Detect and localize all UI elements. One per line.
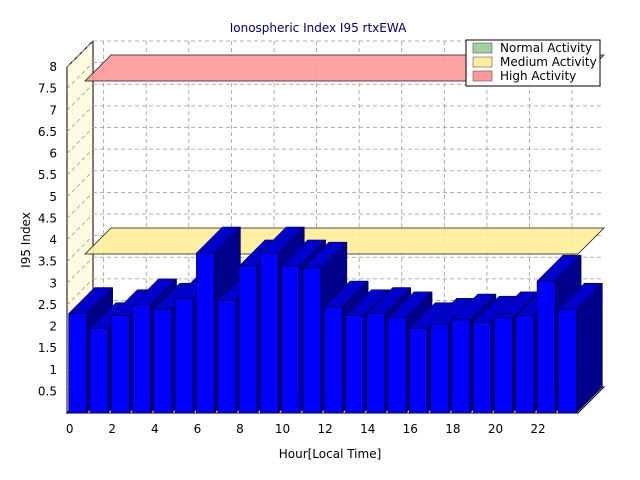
y-tick-13: 7 [49,103,57,117]
bar-front-1 [89,328,109,414]
y-tick-2: 1.5 [38,341,57,355]
y-tick-6: 3.5 [38,255,57,269]
x-axis-label: Hour[Local Time] [279,447,382,461]
bar-23 [557,282,604,414]
bar-front-9 [259,252,279,414]
legend: Normal Activity Medium Activity High Act… [465,39,601,87]
x-tick-3: 6 [194,422,202,436]
y-tick-8: 4.5 [38,211,57,225]
x-tick-6: 12 [318,422,333,436]
x-tick-4: 8 [236,422,244,436]
bar-front-3 [132,304,151,414]
grid-side-8 [66,192,94,219]
x-tick-1: 2 [108,422,116,436]
y-tick-4: 2.5 [38,298,57,312]
bar-front-23 [558,308,577,414]
grid-side-7 [66,213,94,241]
y-tick-10: 5.5 [38,168,57,182]
x-tick-9: 18 [445,422,460,436]
legend-swatch-high [472,70,493,82]
grid-side-4 [66,278,94,306]
bar-front-7 [217,300,236,414]
bar-front-12 [323,306,343,414]
grid-side-11 [66,127,94,154]
grid-side-5 [66,256,94,284]
x-tick-0: 0 [66,422,74,436]
grid-side-9 [66,170,94,198]
grid-side-6 [66,235,94,262]
bar-front-10 [281,265,300,414]
bar-front-6 [196,252,215,414]
y-tick-5: 3 [49,276,57,290]
y-tick-15: 8 [49,60,57,74]
chart-title: Ionospheric Index I95 rtxEWA [230,21,407,35]
legend-swatch-normal [472,42,493,54]
bar-front-2 [110,315,130,414]
bar-front-0 [68,313,87,414]
y-tick-1: 1 [49,363,57,377]
y-tick-9: 5 [49,190,57,204]
bar-front-11 [302,267,322,414]
x-axis-ticks: 0 2 4 6 8 10 12 14 16 18 20 22 [66,422,546,436]
grid-side-12 [66,105,94,133]
grid-side-13 [66,83,94,111]
bar-front-15 [387,317,407,414]
bar-front-16 [409,328,428,414]
y-tick-12: 6.5 [38,125,57,139]
y-tick-11: 6 [49,147,57,161]
y-axis-label: I95 Index [19,212,33,268]
legend-label-normal: Normal Activity [500,41,592,55]
y-tick-7: 4 [49,233,57,247]
x-tick-5: 10 [275,422,290,436]
x-tick-7: 14 [360,422,375,436]
x-tick-11: 22 [530,422,545,436]
x-tick-2: 4 [151,422,159,436]
bar-front-19 [472,321,492,414]
legend-label-high: High Activity [500,69,576,83]
bar-front-17 [430,324,449,414]
bar-front-8 [238,265,258,414]
grid-side-10 [66,148,94,176]
bars [67,226,604,414]
legend-swatch-medium [472,56,493,68]
bar-front-21 [515,315,535,414]
bar-front-18 [451,319,471,414]
bar-front-20 [494,317,513,414]
bar-front-4 [153,308,173,414]
x-tick-8: 16 [403,422,418,436]
y-axis-ticks: 0.5 1 1.5 2 2.5 3 3.5 4 4.5 5 5.5 6 6.5 7 7.5 8 [38,60,57,398]
grid-side-14 [66,62,94,89]
y-tick-3: 2 [49,320,57,334]
bar-front-5 [174,298,194,414]
bar-front-13 [345,315,364,414]
grid-side-15 [66,40,94,68]
x-tick-10: 20 [488,422,503,436]
bar-front-22 [536,280,556,414]
legend-label-medium: Medium Activity [500,55,597,69]
y-tick-0: 0.5 [38,384,57,398]
y-tick-14: 7.5 [38,82,57,96]
bar-front-14 [366,313,386,414]
